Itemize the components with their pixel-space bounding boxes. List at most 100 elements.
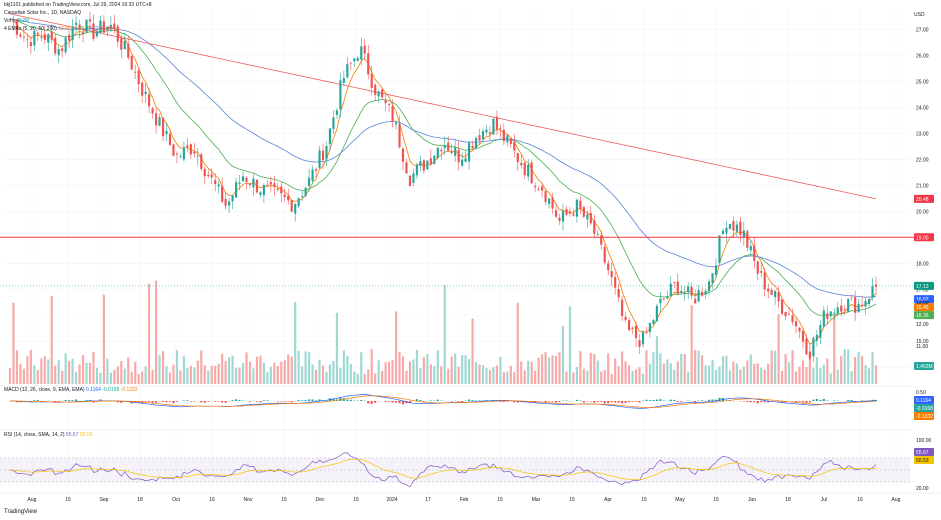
volume-bar bbox=[840, 355, 843, 384]
macd-hist-bar bbox=[88, 399, 92, 401]
candle-body bbox=[739, 221, 742, 236]
volume-bar bbox=[725, 355, 728, 384]
candle-body bbox=[207, 174, 210, 177]
time-tick-label: 18 bbox=[137, 497, 143, 503]
rsi-label: RSI (14, close, SMA, 14, 2) bbox=[4, 432, 65, 438]
volume-bar bbox=[735, 363, 738, 384]
price-tick-label: 25.00 bbox=[916, 79, 929, 85]
candle-body bbox=[363, 45, 366, 54]
time-tick-label: Aug bbox=[28, 497, 37, 503]
volume-bar bbox=[339, 367, 342, 384]
candle-body bbox=[822, 310, 825, 327]
volume-bar bbox=[450, 356, 453, 384]
candle-body bbox=[659, 298, 662, 304]
candle-body bbox=[436, 147, 439, 158]
volume-bar bbox=[443, 285, 446, 384]
macd-macd-badge-label: 0.1164 bbox=[916, 398, 931, 404]
candle-body bbox=[784, 311, 787, 317]
candle-body bbox=[238, 182, 241, 185]
macd-hist-bar bbox=[398, 401, 401, 404]
price-axis[interactable]: 14.0015.0016.0017.0018.0019.0020.0021.00… bbox=[914, 27, 934, 371]
macd-hist-bar bbox=[707, 399, 711, 401]
candle-body bbox=[857, 304, 860, 313]
volume-bar bbox=[718, 366, 721, 384]
candle-body bbox=[311, 169, 314, 181]
candle-body bbox=[127, 43, 130, 58]
candle-body bbox=[530, 162, 533, 184]
price-badge-0-badge bbox=[914, 194, 934, 203]
macd-hist-bar bbox=[259, 401, 262, 403]
candle-body bbox=[495, 116, 498, 130]
volume-bar bbox=[196, 360, 199, 384]
candle-body bbox=[92, 23, 95, 39]
overlays bbox=[0, 236, 914, 287]
candle-body bbox=[513, 142, 516, 151]
macd-hist-bar bbox=[120, 401, 123, 403]
candle-body bbox=[325, 146, 328, 160]
candle-body bbox=[217, 184, 220, 187]
candle-body bbox=[516, 153, 519, 163]
macd-tick-label: 0.50 bbox=[916, 390, 926, 396]
volume-bar bbox=[8, 368, 12, 384]
candle-body bbox=[867, 299, 871, 304]
volume-bar bbox=[269, 366, 272, 384]
macd-hist-bar bbox=[600, 401, 603, 402]
candle-body bbox=[54, 37, 57, 54]
candle-body bbox=[568, 211, 572, 214]
price-tick-label: 26.00 bbox=[916, 53, 929, 59]
candle-body bbox=[332, 117, 335, 129]
macd-hist-bar bbox=[513, 401, 516, 403]
macd-signal-badge-label: -0.1332 bbox=[916, 414, 933, 420]
candle-body bbox=[662, 298, 665, 300]
candle-body bbox=[175, 153, 179, 155]
macd-hist-bar bbox=[214, 401, 217, 402]
time-axis[interactable]: Aug 15 Sep 18 Oct 16 Nov 15 Dec 15 2024 17 Feb 15 Mar 1… bbox=[0, 492, 941, 503]
candle-body bbox=[648, 322, 652, 333]
volume-bar bbox=[572, 372, 575, 384]
macd-hist-bar bbox=[360, 399, 363, 401]
price-tick-label: 17.00 bbox=[916, 287, 929, 293]
candle-body bbox=[339, 80, 342, 110]
candle-body bbox=[544, 191, 547, 202]
volume-bar bbox=[325, 371, 328, 384]
candle-body bbox=[471, 145, 474, 149]
volume-bar bbox=[88, 362, 92, 384]
candle-body bbox=[673, 282, 676, 284]
candle-body bbox=[634, 325, 638, 339]
macd-hist-bar bbox=[262, 400, 265, 401]
candle-body bbox=[422, 160, 425, 171]
candle-body bbox=[506, 135, 509, 143]
price-badge-1-label: 17.13 bbox=[916, 284, 929, 290]
volume-bar bbox=[787, 362, 791, 384]
macd-hist-bar bbox=[812, 399, 815, 401]
candle-body bbox=[273, 183, 276, 187]
volume-bar bbox=[301, 366, 304, 384]
macd-hist-bar bbox=[148, 401, 151, 402]
volume-bar bbox=[165, 366, 168, 384]
time-tick-label: Nov bbox=[244, 497, 253, 503]
macd-hist-bar bbox=[200, 401, 203, 403]
macd-hist-bar bbox=[401, 401, 405, 405]
macd-hist-bar bbox=[760, 401, 763, 403]
candle-body bbox=[697, 290, 700, 302]
candle-body bbox=[231, 195, 234, 202]
volume-bar bbox=[746, 360, 749, 384]
volume-bar bbox=[836, 369, 839, 384]
macd-hist-bar bbox=[203, 401, 206, 403]
candle-body bbox=[746, 231, 749, 248]
volume-bar bbox=[231, 355, 234, 384]
volume-bar bbox=[311, 364, 314, 384]
rsi-rsi-badge bbox=[914, 448, 934, 456]
volume-bar bbox=[134, 361, 137, 384]
candle-body bbox=[485, 129, 488, 133]
price-badge-0-label: 20.48 bbox=[916, 197, 929, 203]
candle-body bbox=[641, 332, 645, 345]
volume-bar bbox=[753, 363, 756, 384]
price-tick-label: 18.00 bbox=[916, 261, 929, 267]
macd-hist-bar bbox=[777, 401, 780, 402]
macd-hist-bar bbox=[57, 401, 60, 402]
candle-body bbox=[102, 21, 105, 33]
candle-body bbox=[426, 160, 429, 170]
macd-hist-bar bbox=[221, 401, 224, 403]
